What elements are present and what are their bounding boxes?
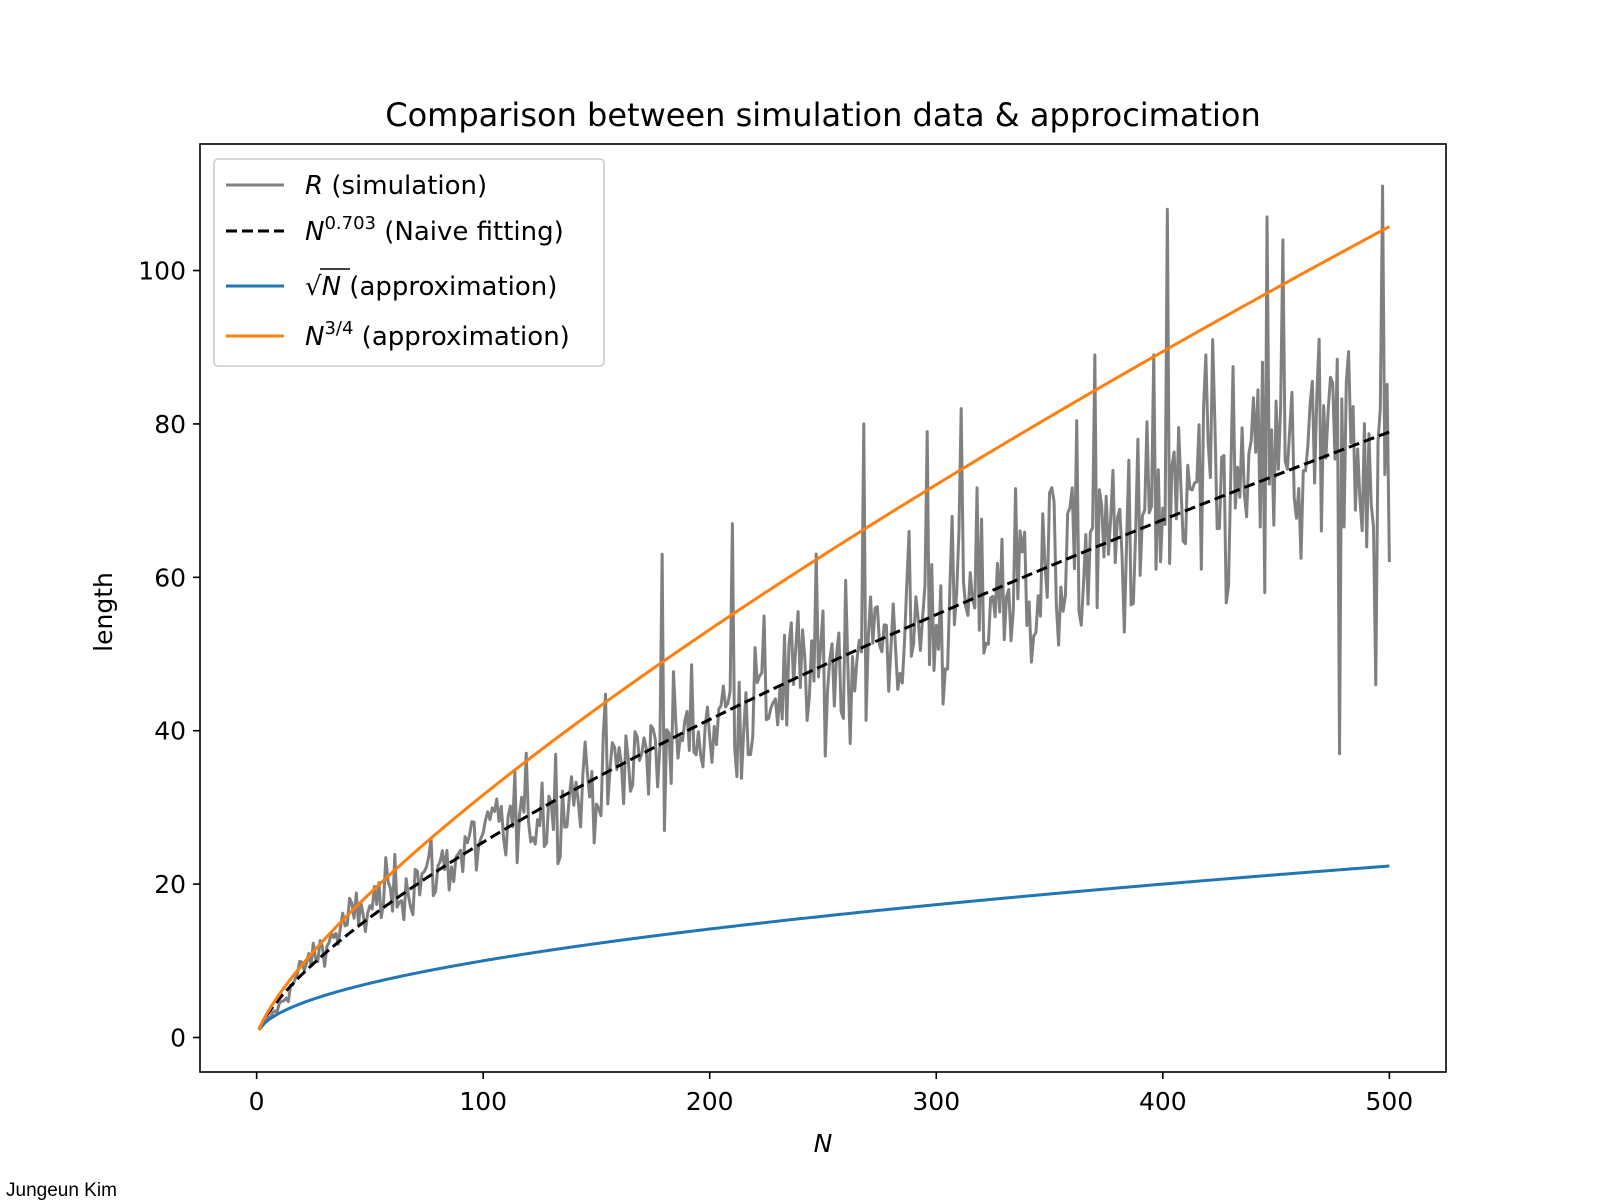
- series-line-0: [257, 184, 1391, 1031]
- plot-frame: [199, 143, 1447, 1073]
- y-tick-label: 60: [154, 563, 186, 592]
- x-tick-label: 100: [459, 1087, 507, 1116]
- plot-area: [199, 143, 1447, 1073]
- x-tick-label: 300: [912, 1087, 960, 1116]
- x-axis: 0 100 200 300 400 500: [249, 1072, 1414, 1116]
- legend-text: (Naive fitting): [376, 217, 564, 247]
- legend-text: (approximation): [341, 272, 557, 302]
- y-tick-label: 40: [154, 717, 186, 746]
- legend-symbol: N: [322, 272, 341, 302]
- series-line-3: [257, 225, 1391, 1031]
- legend-entry-1: N0.703 (Naive fitting): [305, 213, 564, 247]
- x-tick-label: 200: [686, 1087, 734, 1116]
- legend-symbol: N: [305, 217, 324, 247]
- y-tick-label: 100: [138, 257, 186, 286]
- x-tick-label: 400: [1139, 1087, 1187, 1116]
- legend-symbol: N: [305, 322, 324, 352]
- legend-entry-2: √N (approximation): [305, 272, 557, 302]
- chart-title: Comparison between simulation data & app…: [385, 96, 1261, 134]
- legend-text: (approximation): [353, 322, 569, 352]
- x-tick-label: 0: [249, 1087, 265, 1116]
- legend-symbol: R: [305, 171, 323, 201]
- legend: R (simulation)N0.703 (Naive fitting)√N (…: [213, 158, 605, 367]
- legend-box: [213, 158, 605, 367]
- y-tick-label: 20: [154, 870, 186, 899]
- y-tick-label: 0: [170, 1023, 186, 1052]
- y-tick-label: 80: [154, 410, 186, 439]
- author-credit: Jungeun Kim: [6, 1180, 117, 1201]
- legend-exponent: 0.703: [324, 213, 376, 234]
- series-line-2: [257, 864, 1390, 1031]
- legend-text: (simulation): [323, 171, 487, 201]
- y-axis: 0 20 40 60 80 100: [138, 257, 200, 1052]
- x-tick-label: 500: [1366, 1087, 1414, 1116]
- legend-exponent: 3/4: [324, 318, 353, 339]
- series-line-1: [257, 430, 1390, 1031]
- y-axis-label: length: [89, 572, 118, 652]
- x-axis-label: N: [814, 1129, 833, 1158]
- sqrt-sign: √: [305, 272, 322, 302]
- legend-entry-0: R (simulation): [305, 171, 487, 201]
- legend-entry-3: N3/4 (approximation): [305, 318, 570, 352]
